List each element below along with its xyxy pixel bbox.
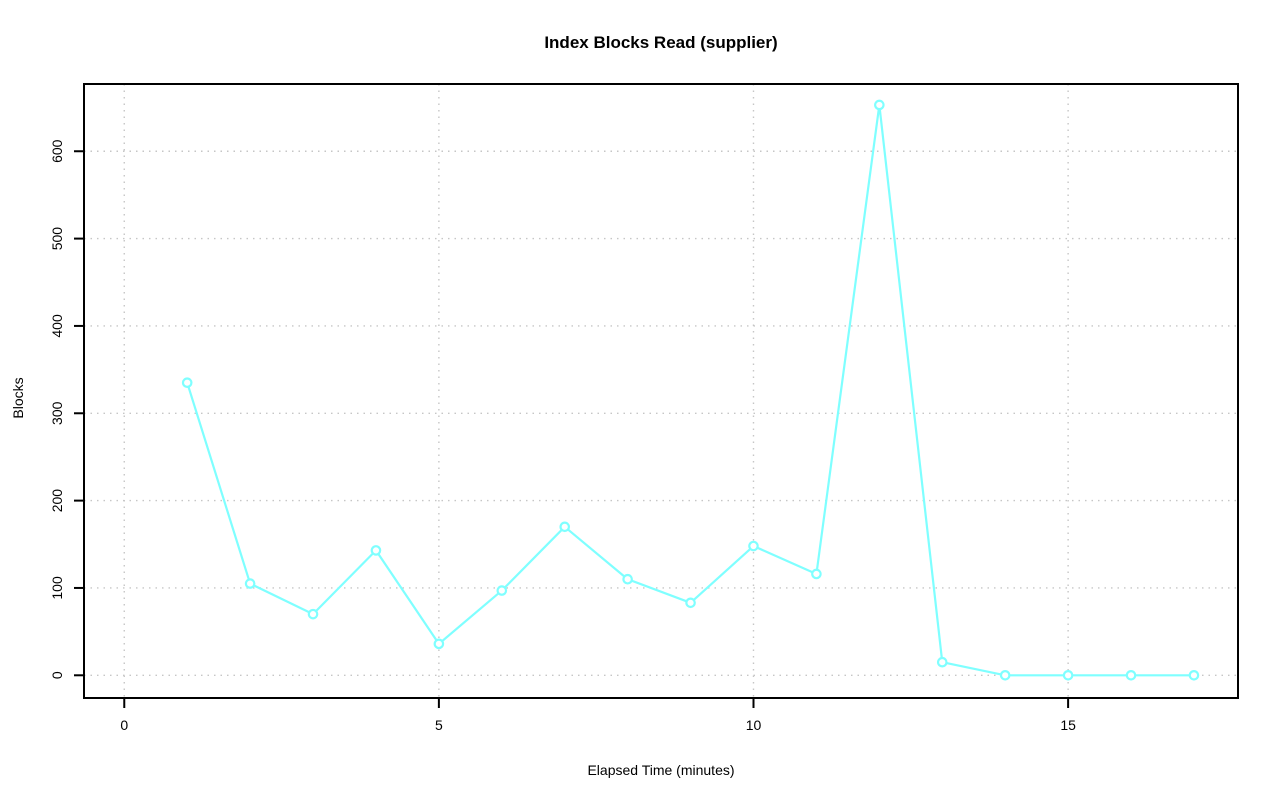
data-point [559, 521, 571, 533]
data-point [1188, 669, 1200, 681]
data-point [748, 540, 759, 552]
data-point [685, 597, 696, 609]
data-point [999, 669, 1011, 681]
x-tick-label: 0 [120, 717, 128, 733]
data-point [1125, 669, 1137, 681]
plot-frame [83, 83, 1239, 699]
data-point [496, 585, 508, 596]
data-point [936, 656, 948, 668]
y-tick-label: 500 [49, 227, 65, 251]
x-tick-label: 15 [1060, 717, 1076, 733]
x-tick-label: 10 [746, 717, 762, 733]
data-point [874, 99, 885, 111]
series-line [186, 103, 1196, 677]
data-point [811, 568, 822, 580]
data-point [622, 573, 633, 585]
data-point [307, 608, 319, 620]
data-point [370, 545, 382, 556]
data-point [1062, 669, 1074, 681]
data-point [433, 638, 445, 650]
x-axis-label: Elapsed Time (minutes) [587, 762, 735, 778]
y-tick-label: 0 [49, 671, 65, 679]
y-tick-label: 200 [49, 489, 65, 513]
chart-title: Index Blocks Read (supplier) [544, 33, 778, 52]
y-tick-label: 400 [49, 314, 65, 338]
data-point [244, 578, 256, 589]
y-tick-label: 300 [49, 401, 65, 425]
y-axis-label: Blocks [10, 377, 26, 419]
y-tick-label: 100 [49, 576, 65, 600]
y-tick-label: 600 [49, 139, 65, 163]
data-point [181, 377, 193, 389]
x-tick-label: 5 [435, 717, 443, 733]
